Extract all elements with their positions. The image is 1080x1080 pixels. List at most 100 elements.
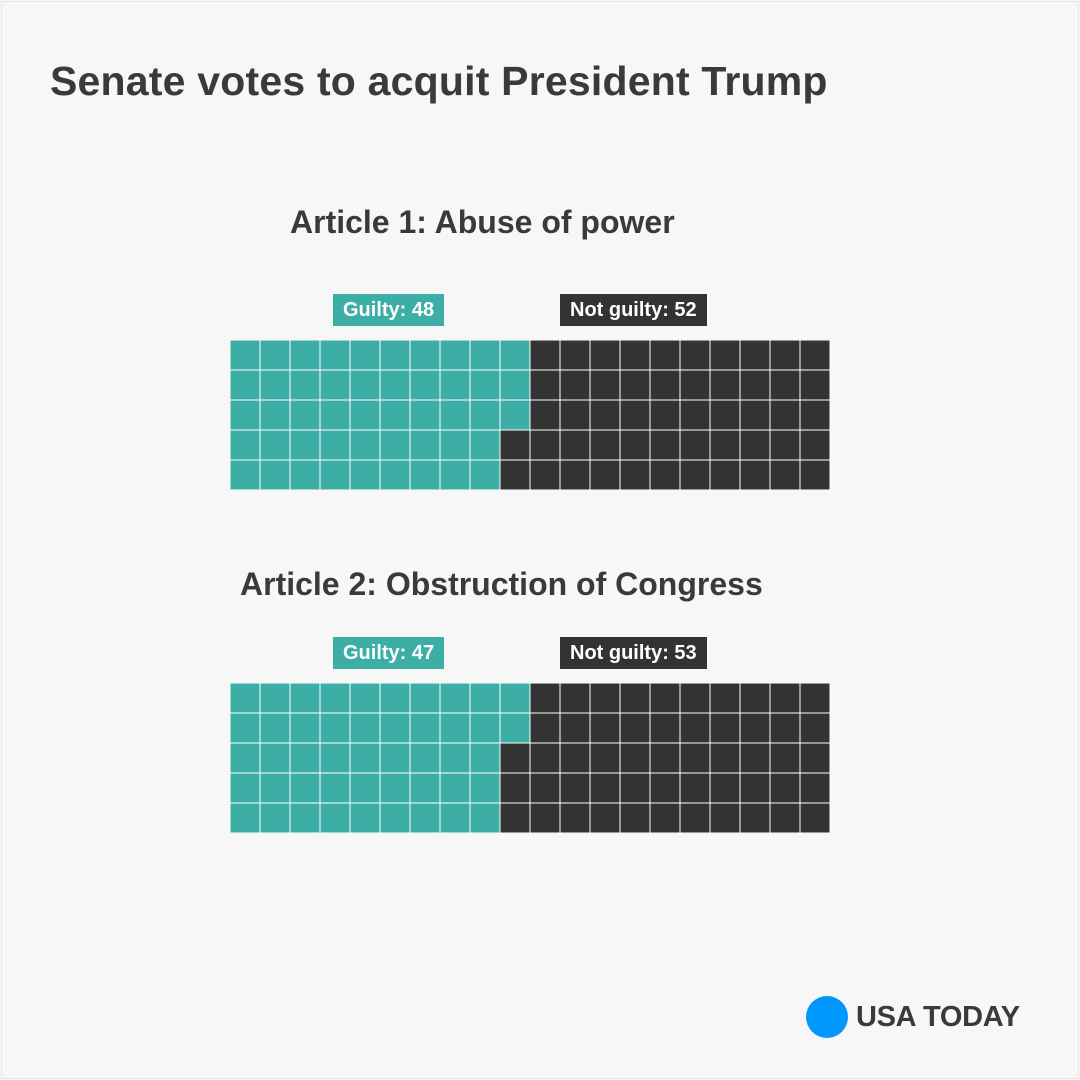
guilty-vote-cell: [319, 772, 351, 804]
article-2-guilty-label: Guilty: 47: [333, 637, 445, 669]
not-guilty-vote-cell: [529, 802, 561, 833]
not-guilty-vote-cell: [649, 399, 681, 431]
article-1-waffle-chart: [230, 340, 830, 490]
guilty-vote-cell: [319, 459, 351, 490]
not-guilty-vote-cell: [649, 429, 681, 461]
guilty-vote-cell: [289, 712, 321, 744]
not-guilty-vote-cell: [649, 712, 681, 744]
brand-name: USA TODAY: [856, 1000, 1020, 1033]
guilty-vote-cell: [469, 340, 501, 371]
guilty-vote-cell: [259, 369, 291, 401]
guilty-vote-cell: [259, 340, 291, 371]
guilty-vote-cell: [230, 399, 261, 431]
not-guilty-vote-cell: [589, 802, 621, 833]
not-guilty-vote-cell: [799, 459, 830, 490]
guilty-vote-cell: [439, 712, 471, 744]
guilty-vote-cell: [259, 683, 291, 714]
not-guilty-vote-cell: [529, 772, 561, 804]
not-guilty-vote-cell: [619, 683, 651, 714]
not-guilty-vote-cell: [529, 459, 561, 490]
not-guilty-vote-cell: [709, 802, 741, 833]
guilty-vote-cell: [289, 399, 321, 431]
not-guilty-vote-cell: [499, 429, 531, 461]
not-guilty-vote-cell: [499, 802, 531, 833]
guilty-vote-cell: [259, 802, 291, 833]
guilty-vote-cell: [230, 802, 261, 833]
not-guilty-vote-cell: [529, 683, 561, 714]
not-guilty-vote-cell: [559, 712, 591, 744]
guilty-vote-cell: [439, 802, 471, 833]
guilty-vote-cell: [499, 369, 531, 401]
not-guilty-vote-cell: [619, 772, 651, 804]
guilty-vote-cell: [289, 802, 321, 833]
guilty-vote-cell: [439, 399, 471, 431]
guilty-vote-cell: [439, 742, 471, 774]
guilty-vote-cell: [289, 459, 321, 490]
guilty-vote-cell: [409, 802, 441, 833]
not-guilty-vote-cell: [499, 742, 531, 774]
guilty-vote-cell: [469, 429, 501, 461]
guilty-vote-cell: [379, 459, 411, 490]
not-guilty-vote-cell: [799, 399, 830, 431]
not-guilty-vote-cell: [679, 683, 711, 714]
not-guilty-vote-cell: [769, 742, 801, 774]
not-guilty-vote-cell: [799, 712, 830, 744]
guilty-vote-cell: [349, 742, 381, 774]
guilty-vote-cell: [230, 340, 261, 371]
not-guilty-vote-cell: [619, 742, 651, 774]
article-1-guilty-label: Guilty: 48: [333, 294, 445, 326]
guilty-vote-cell: [409, 369, 441, 401]
guilty-vote-cell: [319, 742, 351, 774]
not-guilty-vote-cell: [739, 772, 771, 804]
not-guilty-vote-cell: [799, 429, 830, 461]
guilty-vote-cell: [469, 742, 501, 774]
guilty-vote-cell: [319, 399, 351, 431]
not-guilty-vote-cell: [739, 399, 771, 431]
guilty-vote-cell: [319, 369, 351, 401]
guilty-vote-cell: [469, 802, 501, 833]
guilty-vote-cell: [230, 459, 261, 490]
guilty-vote-cell: [469, 772, 501, 804]
guilty-vote-cell: [289, 429, 321, 461]
not-guilty-vote-cell: [619, 429, 651, 461]
not-guilty-vote-cell: [649, 459, 681, 490]
usa-today-logo: USA TODAY: [806, 996, 1020, 1038]
guilty-vote-cell: [469, 683, 501, 714]
not-guilty-vote-cell: [769, 399, 801, 431]
guilty-vote-cell: [289, 772, 321, 804]
guilty-vote-cell: [379, 340, 411, 371]
guilty-vote-cell: [230, 712, 261, 744]
not-guilty-vote-cell: [709, 340, 741, 371]
not-guilty-vote-cell: [559, 369, 591, 401]
guilty-vote-cell: [259, 399, 291, 431]
not-guilty-vote-cell: [709, 429, 741, 461]
not-guilty-vote-cell: [679, 340, 711, 371]
not-guilty-vote-cell: [739, 683, 771, 714]
not-guilty-vote-cell: [619, 399, 651, 431]
guilty-vote-cell: [439, 459, 471, 490]
not-guilty-vote-cell: [649, 683, 681, 714]
guilty-vote-cell: [349, 340, 381, 371]
guilty-vote-cell: [439, 429, 471, 461]
not-guilty-vote-cell: [589, 369, 621, 401]
guilty-vote-cell: [349, 459, 381, 490]
not-guilty-vote-cell: [739, 369, 771, 401]
not-guilty-vote-cell: [589, 712, 621, 744]
guilty-vote-cell: [319, 429, 351, 461]
article-1-title: Article 1: Abuse of power: [290, 204, 675, 240]
guilty-vote-cell: [409, 429, 441, 461]
guilty-vote-cell: [230, 369, 261, 401]
guilty-vote-cell: [409, 340, 441, 371]
not-guilty-vote-cell: [649, 340, 681, 371]
not-guilty-vote-cell: [799, 683, 830, 714]
article-2-waffle-chart: [230, 683, 830, 833]
guilty-vote-cell: [409, 772, 441, 804]
not-guilty-vote-cell: [559, 459, 591, 490]
guilty-vote-cell: [379, 802, 411, 833]
not-guilty-vote-cell: [649, 369, 681, 401]
not-guilty-vote-cell: [799, 340, 830, 371]
not-guilty-vote-cell: [619, 712, 651, 744]
not-guilty-vote-cell: [529, 399, 561, 431]
guilty-vote-cell: [230, 772, 261, 804]
